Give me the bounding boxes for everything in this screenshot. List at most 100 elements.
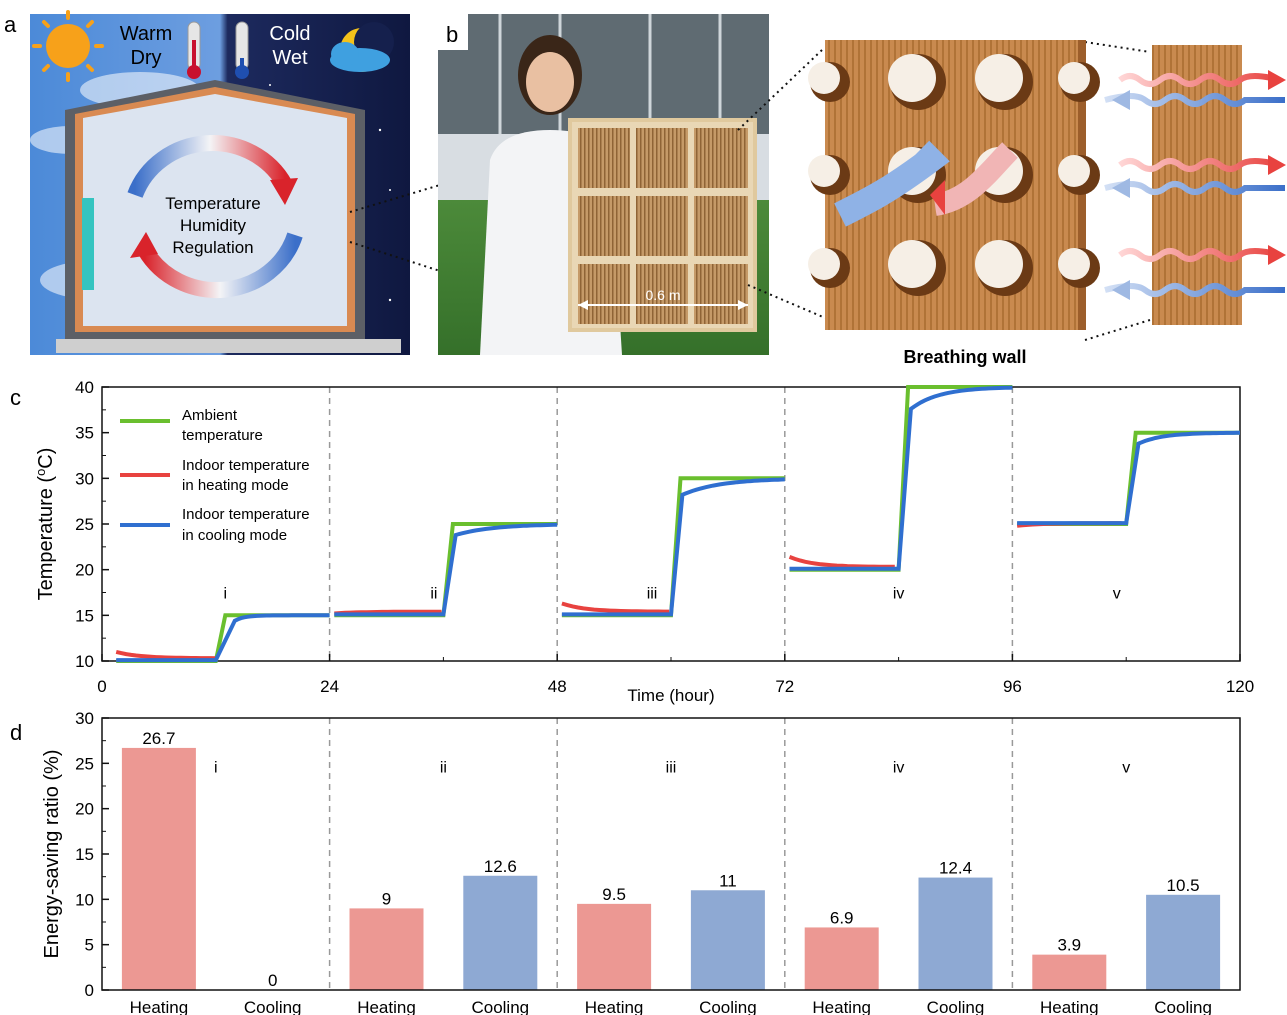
panel-a: a Warm Dry <box>4 10 410 355</box>
chart-c-stage-label: v <box>1113 586 1121 603</box>
panel-letter-d: d <box>10 720 22 745</box>
chart-c-y-tick-label: 15 <box>75 606 94 625</box>
chart-d-categories: Heating Cooling Heating Cooling Heating Cooli… <box>130 998 1212 1015</box>
regulation-label: Regulation <box>172 238 253 257</box>
chart-d-stage-label: i <box>214 759 218 776</box>
panel-b-photo: b 0.6 m <box>438 14 769 355</box>
humidity-label: Humidity <box>180 216 247 235</box>
moon-cloud-icon <box>330 22 394 72</box>
chart-d-stage-label: ii <box>440 759 447 776</box>
bar-heating-stage-iii <box>577 903 652 990</box>
chart-c-x-tick-label: 0 <box>97 677 106 696</box>
category-label-cooling: Cooling <box>699 998 757 1015</box>
dry-label: Dry <box>130 47 161 69</box>
sun-icon <box>32 10 104 82</box>
chart-d-y-tick-label: 25 <box>75 754 94 773</box>
bar-heating-stage-v <box>1032 954 1107 990</box>
panel-letter-c: c <box>10 385 21 410</box>
wooden-wall-illustration <box>808 40 1100 330</box>
bar-heating-stage-ii <box>349 908 424 990</box>
bar-value-label: 11 <box>719 871 737 890</box>
chart-d-stage-label: iii <box>666 759 677 776</box>
category-label-heating: Heating <box>1040 998 1099 1015</box>
panel-letter-a: a <box>4 12 17 37</box>
breathing-wall-caption: Breathing wall <box>903 347 1026 367</box>
bar-value-label: 9 <box>382 889 391 908</box>
series-cooling-stage-2 <box>334 522 558 617</box>
thermometer-hot-icon <box>187 21 201 79</box>
chart-d-y-label: Energy-saving ratio (%) <box>41 750 63 959</box>
regulation-cycle-arrows <box>127 135 303 299</box>
chart-d-y-tick-label: 0 <box>85 981 94 1000</box>
bar-value-label: 3.9 <box>1057 936 1081 955</box>
warm-label: Warm <box>120 23 173 45</box>
legend-heating-line2: in heating mode <box>182 477 289 494</box>
wall-cross-section <box>1104 45 1286 325</box>
bar-cooling-stage-v <box>1146 894 1221 990</box>
chart-d-dividers <box>328 718 1014 990</box>
chart-d-y-tick-label: 10 <box>75 890 94 909</box>
chart-c-stage-label: ii <box>430 586 437 603</box>
bar-cooling-stage-iii <box>690 890 765 990</box>
legend-ambient-line1: Ambient <box>182 407 238 424</box>
chart-c-x-tick-label: 72 <box>775 677 794 696</box>
series-heating-stage-4 <box>788 555 895 569</box>
chart-c-x-ticks: 0 24 48 72 96 120 <box>97 654 1254 696</box>
chart-d-stage-label: v <box>1122 759 1130 776</box>
bar-heating-stage-i <box>121 747 196 990</box>
chart-c-y-tick-label: 25 <box>75 515 94 534</box>
bar-value-label: 9.5 <box>602 885 626 904</box>
chart-c-y-label: Temperature (oC) <box>33 448 58 601</box>
category-label-heating: Heating <box>130 998 189 1015</box>
legend-cooling-line2: in cooling mode <box>182 527 287 544</box>
chart-c-x-tick-label: 48 <box>548 677 567 696</box>
chart-c-y-ticks: 10 15 20 25 30 35 40 <box>75 378 109 671</box>
chart-c-x-label: Time (hour) <box>627 686 714 705</box>
chart-c-stage-label: i <box>224 586 228 603</box>
chart-d-bars: 26.7 0 9 12.6 9.5 11 6.9 12.4 3.9 10.5 <box>121 729 1221 990</box>
chart-c-x-tick-label: 24 <box>320 677 339 696</box>
bar-heating-stage-iv <box>804 927 879 990</box>
legend-cooling-line1: Indoor temperature <box>182 506 310 523</box>
thermometer-cold-icon <box>235 21 249 79</box>
wet-label: Wet <box>272 47 308 69</box>
category-label-cooling: Cooling <box>471 998 529 1015</box>
panel-letter-b: b <box>446 22 458 47</box>
chart-d-stage-labels: i ii iii iv v <box>214 759 1130 776</box>
chart-c-y-tick-label: 35 <box>75 424 94 443</box>
chart-d-y-tick-label: 15 <box>75 845 94 864</box>
series-cooling-stage-3 <box>561 477 785 617</box>
chart-c-legend: Ambient temperature Indoor temperature i… <box>120 407 310 544</box>
category-label-cooling: Cooling <box>1154 998 1212 1015</box>
chart-c-series <box>115 385 1240 663</box>
scale-label: 0.6 m <box>645 287 680 303</box>
series-cooling-stage-4 <box>789 385 1013 571</box>
zoom-lines-b-wall <box>737 41 1151 341</box>
category-label-cooling: Cooling <box>927 998 985 1015</box>
chart-d-stage-label: iv <box>893 759 905 776</box>
bar-value-label: 6.9 <box>830 908 854 927</box>
bar-value-label: 12.6 <box>484 857 517 876</box>
series-heating-stage-1 <box>115 649 216 661</box>
series-cooling-stage-1 <box>116 613 330 663</box>
chart-d-y-tick-label: 5 <box>85 936 94 955</box>
category-label-cooling: Cooling <box>244 998 302 1015</box>
chart-d-y-tick-label: 20 <box>75 800 94 819</box>
legend-ambient-line2: temperature <box>182 427 263 444</box>
chart-c-y-tick-label: 20 <box>75 561 94 580</box>
series-heating-stage-3 <box>561 601 670 614</box>
chart-c-x-tick-label: 120 <box>1226 677 1254 696</box>
series-cooling-stage-5 <box>1017 430 1240 526</box>
chart-c-y-tick-label: 10 <box>75 652 94 671</box>
temperature-label: Temperature <box>165 194 260 213</box>
category-label-heating: Heating <box>585 998 644 1015</box>
series-ambient-stage-1 <box>116 613 330 663</box>
chart-c-y-tick-label: 40 <box>75 378 94 397</box>
chart-c-stage-label: iii <box>647 586 658 603</box>
bar-value-label: 10.5 <box>1167 876 1200 895</box>
bar-value-label: 26.7 <box>142 729 175 748</box>
chart-d-y-tick-label: 30 <box>75 709 94 728</box>
chart-energy-saving: d 26.7 0 9 12.6 9.5 11 6.9 12.4 3.9 10.5 0 5 10 15 20… <box>10 709 1241 1015</box>
chart-c-stage-labels: i ii iii iv v <box>224 586 1121 603</box>
chart-d-y-ticks: 0 5 10 15 20 25 30 <box>75 709 109 1000</box>
